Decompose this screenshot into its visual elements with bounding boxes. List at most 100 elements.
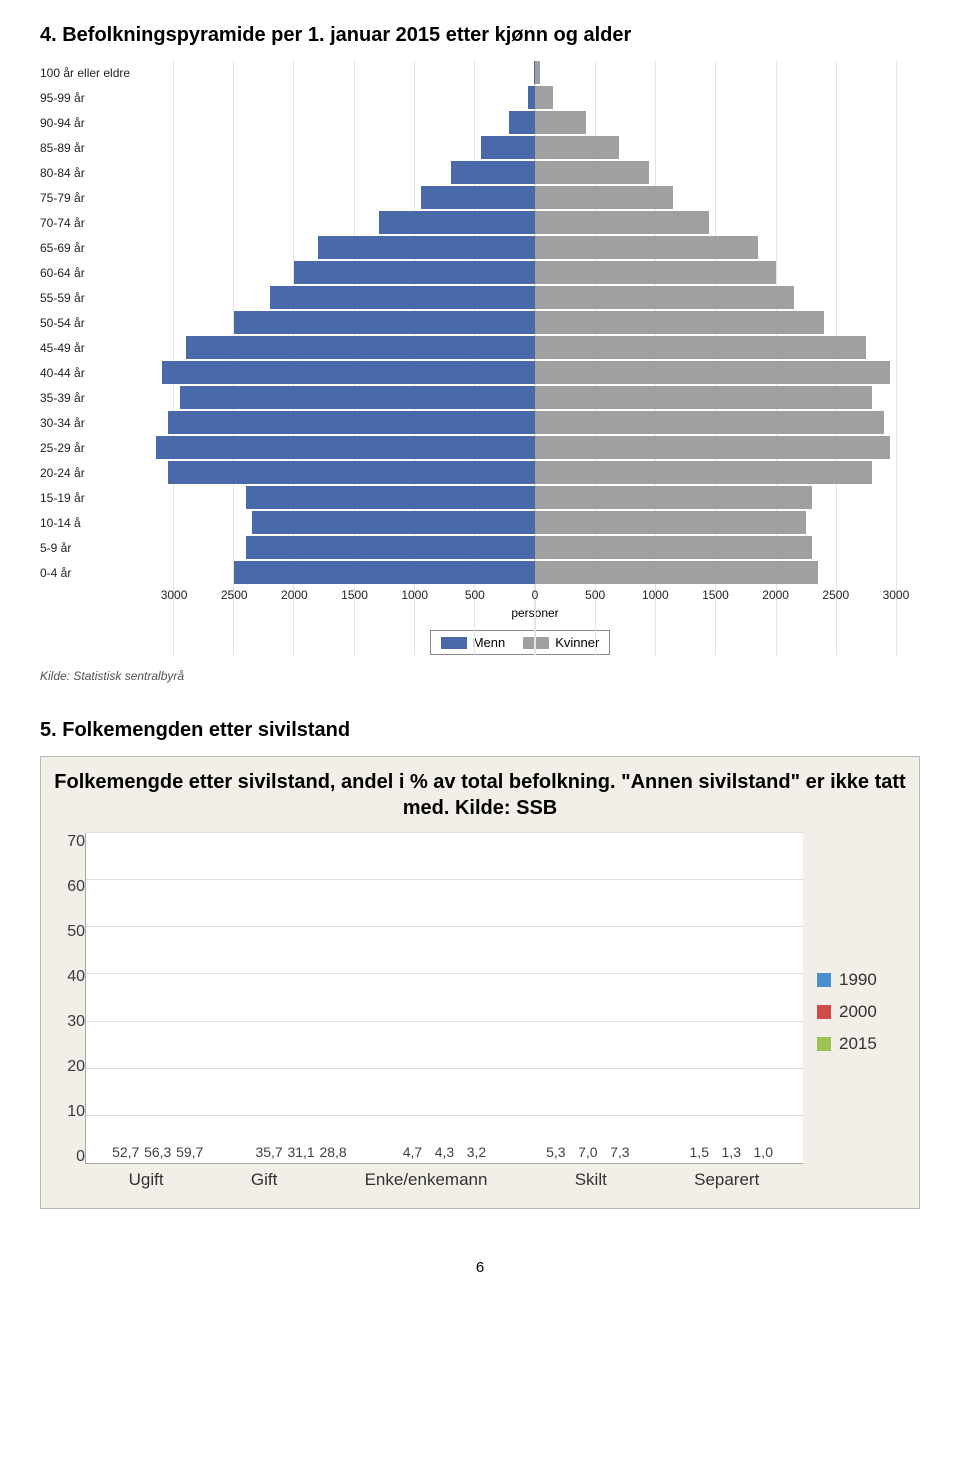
legend-item: 2000 <box>817 1002 907 1022</box>
y-tick: 60 <box>53 878 85 896</box>
female-bar <box>535 111 586 134</box>
female-bar <box>535 286 794 309</box>
population-pyramid: 100 år eller eldre95-99 år90-94 år85-89 … <box>40 61 920 655</box>
male-bar <box>379 211 535 234</box>
bar-value-label: 3,2 <box>467 1144 486 1163</box>
pyramid-source: Kilde: Statistisk sentralbyrå <box>40 669 920 683</box>
bar-value-label: 1,3 <box>722 1144 741 1163</box>
pyramid-row: 90-94 år <box>40 111 920 134</box>
age-group-label: 30-34 år <box>40 416 150 430</box>
y-tick: 10 <box>53 1103 85 1121</box>
pyramid-x-axis: 5001000150020002500300005001000150020002… <box>40 588 920 604</box>
male-bar <box>270 286 535 309</box>
pyramid-row: 95-99 år <box>40 86 920 109</box>
age-group-label: 95-99 år <box>40 91 150 105</box>
bar-value-label: 7,0 <box>578 1144 597 1163</box>
male-bar <box>246 486 535 509</box>
bar-value-label: 28,8 <box>319 1144 346 1163</box>
pyramid-row: 45-49 år <box>40 336 920 359</box>
male-bar <box>481 136 535 159</box>
female-bar <box>535 136 619 159</box>
bar-value-label: 35,7 <box>255 1144 282 1163</box>
female-bar <box>535 461 872 484</box>
section-4-title: 4. Befolkningspyramide per 1. januar 201… <box>40 24 920 47</box>
section-5-title: 5. Folkemengden etter sivilstand <box>40 719 920 742</box>
legend-swatch <box>817 1037 831 1051</box>
legend-item: 1990 <box>817 970 907 990</box>
female-bar <box>535 211 709 234</box>
pyramid-row: 100 år eller eldre <box>40 61 920 84</box>
legend-swatch <box>817 1005 831 1019</box>
barchart-y-axis: 010203040506070 <box>53 833 85 1190</box>
pyramid-row: 60-64 år <box>40 261 920 284</box>
pyramid-row: 30-34 år <box>40 411 920 434</box>
pyramid-row: 50-54 år <box>40 311 920 334</box>
male-swatch <box>441 637 467 649</box>
male-bar <box>234 311 535 334</box>
female-bar <box>535 336 866 359</box>
male-bar <box>509 111 535 134</box>
pyramid-plot-area: 100 år eller eldre95-99 år90-94 år85-89 … <box>40 61 920 584</box>
female-bar <box>535 411 884 434</box>
female-bar <box>535 61 540 84</box>
male-bar <box>294 261 535 284</box>
age-group-label: 35-39 år <box>40 391 150 405</box>
category-label: Ugift <box>129 1170 164 1190</box>
civilstatus-barchart: Folkemengde etter sivilstand, andel i % … <box>40 756 920 1209</box>
legend-label-female: Kvinner <box>555 635 599 650</box>
y-tick: 70 <box>53 833 85 851</box>
bar-value-label: 4,7 <box>403 1144 422 1163</box>
bar-value-label: 59,7 <box>176 1144 203 1163</box>
male-bar <box>156 436 535 459</box>
legend-swatch <box>817 973 831 987</box>
male-bar <box>168 411 535 434</box>
pyramid-row: 20-24 år <box>40 461 920 484</box>
age-group-label: 50-54 år <box>40 316 150 330</box>
pyramid-row: 0-4 år <box>40 561 920 584</box>
male-bar <box>252 511 535 534</box>
category-label: Gift <box>251 1170 277 1190</box>
pyramid-row: 15-19 år <box>40 486 920 509</box>
female-bar <box>535 361 890 384</box>
male-bar <box>318 236 535 259</box>
age-group-label: 40-44 år <box>40 366 150 380</box>
pyramid-legend: Menn Kvinner <box>430 630 611 655</box>
age-group-label: 55-59 år <box>40 291 150 305</box>
page-number: 6 <box>40 1259 920 1276</box>
age-group-label: 80-84 år <box>40 166 150 180</box>
legend-item-male: Menn <box>441 635 506 650</box>
male-bar <box>246 536 535 559</box>
male-bar <box>234 561 535 584</box>
female-bar <box>535 536 812 559</box>
age-group-label: 5-9 år <box>40 541 150 555</box>
age-group-label: 100 år eller eldre <box>40 66 150 80</box>
bar-value-label: 1,5 <box>690 1144 709 1163</box>
male-bar <box>180 386 535 409</box>
male-bar <box>528 86 535 109</box>
male-bar <box>421 186 535 209</box>
age-group-label: 60-64 år <box>40 266 150 280</box>
bar-value-label: 4,3 <box>435 1144 454 1163</box>
female-bar <box>535 161 649 184</box>
category-label: Separert <box>694 1170 759 1190</box>
legend-item: 2015 <box>817 1034 907 1054</box>
legend-item-female: Kvinner <box>523 635 599 650</box>
pyramid-row: 35-39 år <box>40 386 920 409</box>
bar-value-label: 7,3 <box>610 1144 629 1163</box>
female-bar <box>535 311 824 334</box>
barchart-plot-area: 52,756,359,735,731,128,84,74,33,25,37,07… <box>85 833 803 1164</box>
age-group-label: 65-69 år <box>40 241 150 255</box>
age-group-label: 10-14 å <box>40 516 150 530</box>
age-group-label: 45-49 år <box>40 341 150 355</box>
female-swatch <box>523 637 549 649</box>
age-group-label: 75-79 år <box>40 191 150 205</box>
pyramid-row: 75-79 år <box>40 186 920 209</box>
barchart-legend: 1990 2000 2015 <box>817 833 907 1190</box>
barchart-title: Folkemengde etter sivilstand, andel i % … <box>53 769 907 821</box>
female-bar <box>535 261 776 284</box>
male-bar <box>162 361 535 384</box>
y-tick: 20 <box>53 1058 85 1076</box>
bar-value-label: 56,3 <box>144 1144 171 1163</box>
y-tick: 0 <box>53 1148 85 1166</box>
pyramid-x-label: personer <box>150 606 920 620</box>
